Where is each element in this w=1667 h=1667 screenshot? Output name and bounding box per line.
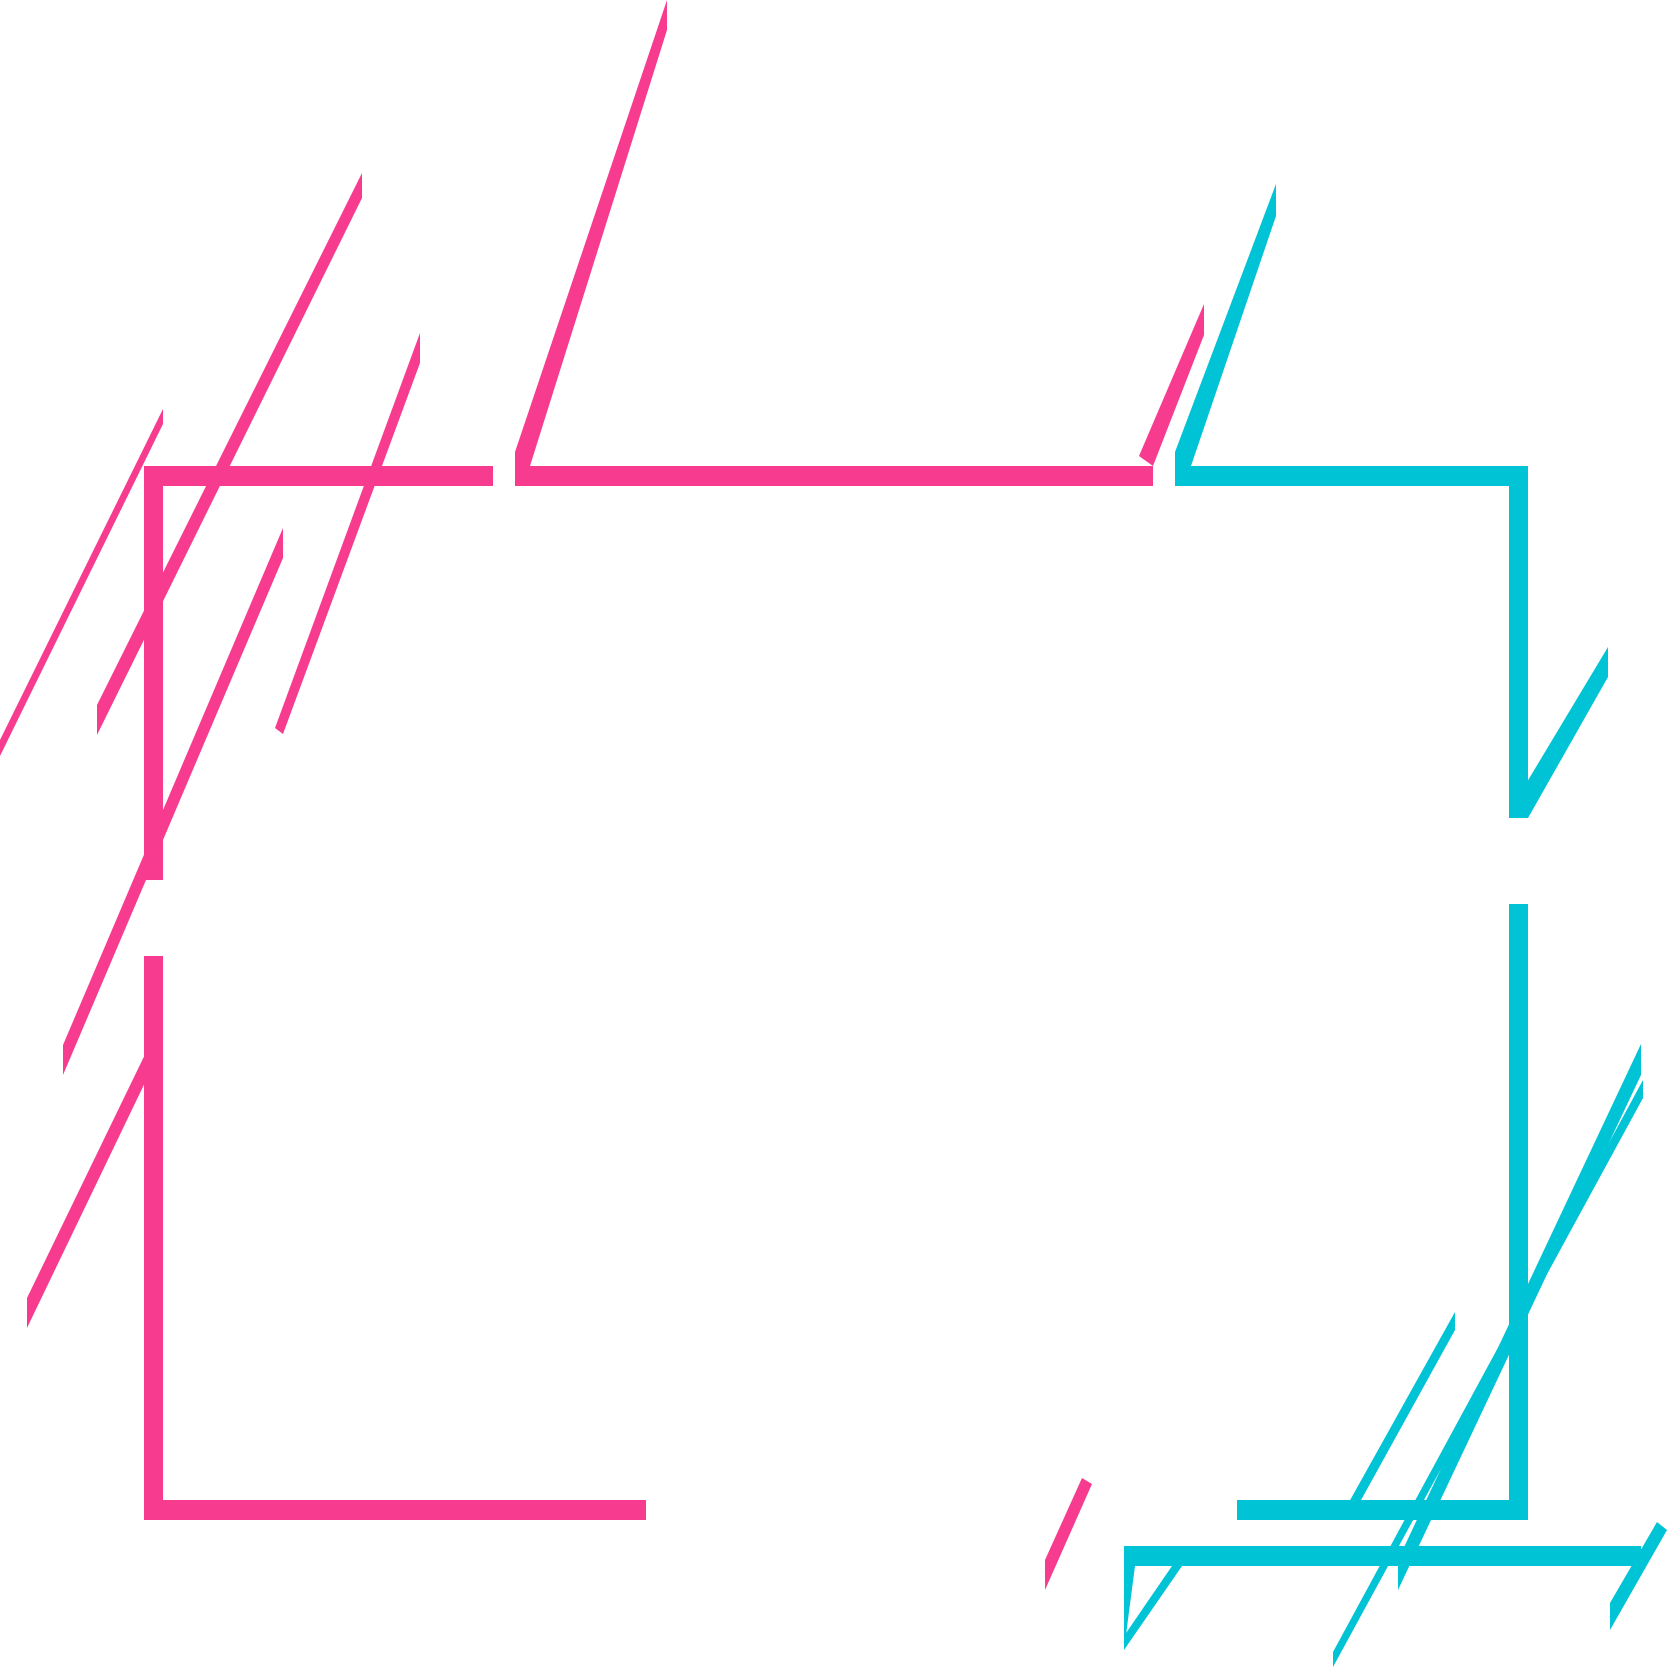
- diagonal-line: [0, 409, 163, 756]
- diagonal-line: [1175, 184, 1276, 466]
- diagonal-line: [1333, 1080, 1643, 1667]
- diagonal-line: [1139, 304, 1204, 466]
- right-upper-vertical-bar: [1509, 466, 1528, 818]
- pink-diagonals: [0, 0, 1204, 1590]
- diagonal-line: [275, 333, 420, 734]
- diagonal-line: [515, 0, 667, 466]
- top-right-horizontal-bar: [1175, 466, 1528, 486]
- top-middle-horizontal-bar: [515, 466, 1153, 486]
- diagonal-line: [1509, 647, 1608, 818]
- diagonal-line: [27, 1040, 152, 1328]
- diagonal-line: [97, 173, 362, 735]
- left-upper-vertical-bar: [144, 466, 163, 880]
- diagonal-line: [1124, 1566, 1182, 1650]
- diagonal-line: [1339, 1312, 1455, 1520]
- right-lower-vertical-bar: [1509, 904, 1528, 1520]
- diagonal-line: [1045, 1478, 1092, 1590]
- cyan-diagonals: [1124, 184, 1667, 1667]
- left-lower-vertical-bar: [144, 956, 163, 1520]
- pink-frame: [144, 466, 1153, 1520]
- cyan-frame: [1124, 466, 1641, 1566]
- bottom-right-horizontal-bar: [1237, 1500, 1528, 1520]
- diagonal-line: [1124, 1560, 1135, 1650]
- diagonal-line: [1610, 1522, 1667, 1630]
- bottom-left-horizontal-bar: [144, 1500, 646, 1520]
- bottom-right-offset-bar: [1124, 1546, 1641, 1566]
- top-left-horizontal-bar: [144, 466, 493, 486]
- diagonal-line: [63, 528, 283, 1075]
